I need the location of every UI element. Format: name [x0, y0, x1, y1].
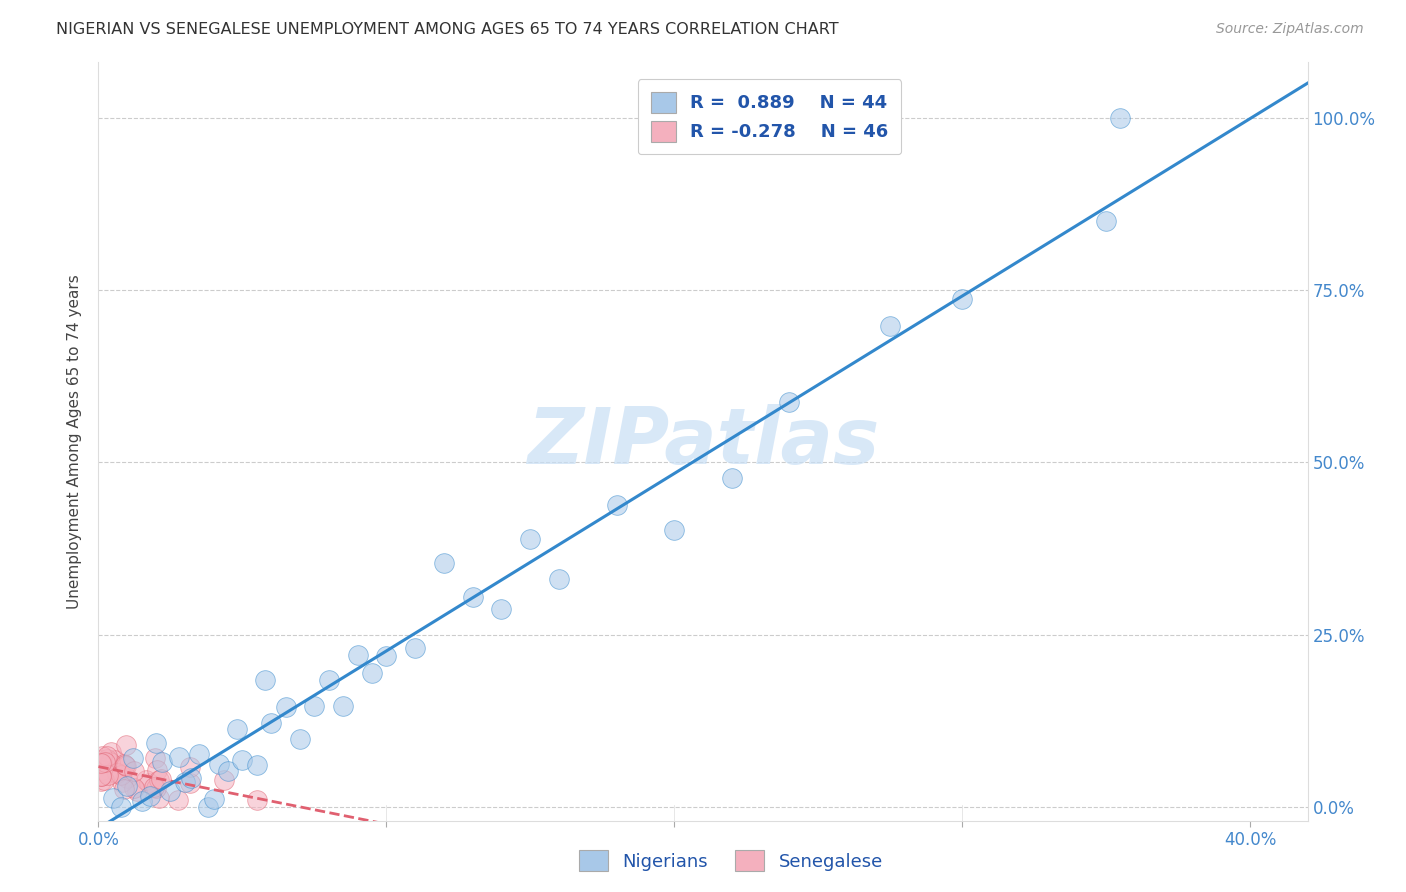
Point [91, 749, 114, 764]
Legend: Nigerians, Senegalese: Nigerians, Senegalese [572, 843, 890, 879]
Point [404, 640, 426, 655]
Point [246, 793, 269, 807]
Point [104, 765, 127, 780]
Point [110, 800, 132, 814]
Legend: R =  0.889    N = 44, R = -0.278    N = 46: R = 0.889 N = 44, R = -0.278 N = 46 [638, 79, 901, 154]
Point [97, 768, 120, 782]
Point [115, 779, 138, 793]
Point [188, 747, 211, 761]
Point [115, 758, 138, 772]
Point [166, 793, 188, 807]
Point [90, 773, 112, 788]
Point [148, 773, 170, 788]
Point [90, 769, 112, 783]
Point [90, 764, 112, 778]
Point [519, 533, 541, 547]
Point [96, 765, 118, 780]
Point [93, 773, 115, 788]
Point [143, 780, 166, 795]
Point [149, 772, 172, 787]
Point [606, 498, 628, 512]
Point [664, 523, 686, 537]
Point [104, 753, 127, 767]
Point [135, 772, 157, 787]
Point [180, 772, 202, 786]
Point [145, 781, 167, 796]
Point [146, 763, 169, 777]
Point [90, 756, 112, 771]
Point [1109, 111, 1132, 125]
Point [346, 648, 368, 663]
Point [274, 699, 297, 714]
Point [98, 755, 121, 769]
Point [94, 755, 117, 769]
Point [217, 764, 239, 778]
Point [105, 765, 128, 780]
Text: NIGERIAN VS SENEGALESE UNEMPLOYMENT AMONG AGES 65 TO 74 YEARS CORRELATION CHART: NIGERIAN VS SENEGALESE UNEMPLOYMENT AMON… [56, 22, 839, 37]
Point [90, 768, 112, 782]
Point [173, 774, 195, 789]
Point [433, 556, 456, 570]
Point [225, 723, 247, 737]
Point [131, 794, 153, 808]
Point [145, 751, 167, 765]
Point [110, 767, 132, 781]
Point [96, 748, 118, 763]
Point [112, 782, 135, 797]
Point [720, 471, 742, 485]
Point [90, 756, 112, 770]
Point [304, 699, 326, 714]
Point [115, 771, 138, 785]
Point [461, 590, 484, 604]
Point [197, 800, 219, 814]
Point [202, 792, 225, 806]
Point [125, 784, 148, 798]
Point [1095, 213, 1118, 227]
Text: Source: ZipAtlas.com: Source: ZipAtlas.com [1216, 22, 1364, 37]
Point [260, 716, 283, 731]
Point [122, 751, 145, 765]
Point [548, 572, 571, 586]
Y-axis label: Unemployment Among Ages 65 to 74 years: Unemployment Among Ages 65 to 74 years [67, 274, 83, 609]
Point [115, 738, 138, 752]
Point [90, 753, 112, 767]
Point [491, 601, 513, 615]
Point [112, 757, 135, 772]
Point [150, 755, 173, 769]
Point [246, 757, 269, 772]
Point [122, 780, 145, 795]
Point [879, 319, 901, 334]
Point [167, 750, 190, 764]
Point [159, 783, 181, 797]
Point [101, 791, 124, 805]
Point [214, 773, 236, 788]
Point [179, 759, 201, 773]
Point [361, 666, 384, 681]
Point [139, 789, 162, 803]
Point [288, 732, 311, 747]
Point [375, 649, 398, 664]
Point [96, 752, 118, 766]
Point [332, 698, 354, 713]
Point [111, 775, 134, 789]
Point [145, 736, 167, 750]
Point [114, 757, 136, 772]
Text: ZIPatlas: ZIPatlas [527, 403, 879, 480]
Point [208, 756, 231, 771]
Point [778, 394, 800, 409]
Point [231, 752, 253, 766]
Point [254, 673, 277, 688]
Point [90, 756, 112, 770]
Point [100, 745, 122, 759]
Point [148, 791, 170, 805]
Point [110, 768, 132, 782]
Point [179, 776, 201, 790]
Point [138, 776, 160, 790]
Point [950, 292, 973, 306]
Point [122, 764, 145, 779]
Point [318, 673, 340, 687]
